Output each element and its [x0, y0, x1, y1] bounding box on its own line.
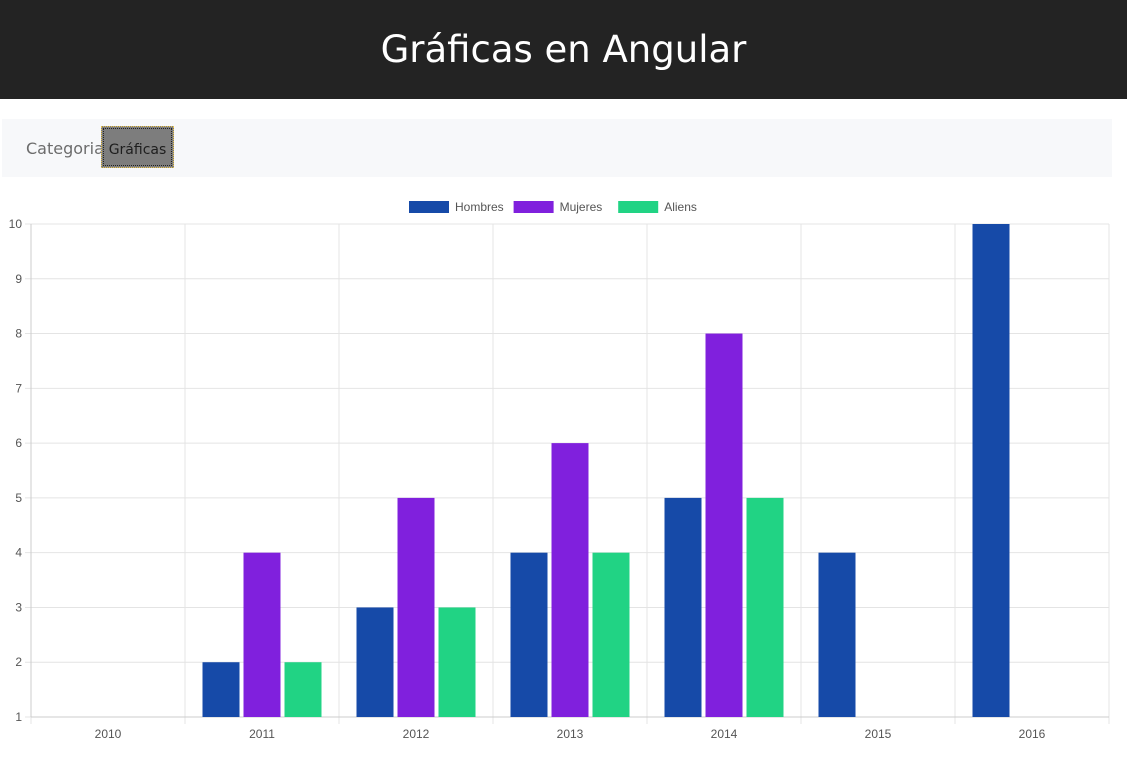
y-tick-label: 4: [15, 546, 22, 560]
bar-hombres-2012: [356, 607, 394, 717]
page-title: Gráficas en Angular: [380, 28, 747, 71]
y-tick-label: 7: [15, 381, 22, 395]
bar-chart-svg: 1 2 3 4 5 6 7 8 9 10 2010 2011 2012 2013 2014 2015 2016 H…: [9, 200, 1110, 741]
bar-hombres-2016: [972, 224, 1010, 717]
x-tick-label: 2012: [403, 727, 430, 741]
y-tick-label: 10: [9, 217, 23, 231]
legend-label-aliens: Aliens: [664, 200, 697, 214]
bar-aliens-2012: [438, 607, 476, 717]
bar-mujeres-2014: [705, 333, 743, 717]
bar-aliens-2011: [284, 662, 322, 717]
legend-swatch-aliens: [618, 201, 659, 213]
x-tick-label: 2011: [249, 727, 275, 741]
x-tick-label: 2015: [865, 727, 892, 741]
y-tick-label: 6: [15, 436, 22, 450]
bar-mujeres-2013: [551, 443, 589, 717]
y-tick-label: 9: [15, 272, 22, 286]
bar-hombres-2011: [202, 662, 240, 717]
bar-aliens-2014: [746, 497, 784, 717]
bar-aliens-2013: [592, 552, 630, 717]
bar-hombres-2014: [664, 497, 702, 717]
navbar-brand[interactable]: Categoria: [26, 139, 104, 158]
legend-swatch-hombres: [409, 201, 449, 213]
x-tick-label: 2013: [557, 727, 584, 741]
y-tick-label: 2: [15, 655, 22, 669]
y-tick-label: 3: [15, 600, 22, 614]
bar-hombres-2013: [510, 552, 548, 717]
x-tick-label: 2010: [95, 727, 122, 741]
y-tick-label: 5: [15, 491, 22, 505]
nav-item-graficas[interactable]: Gráficas: [101, 126, 174, 168]
legend-label-mujeres: Mujeres: [560, 200, 603, 214]
bar-chart: 1 2 3 4 5 6 7 8 9 10 2010 2011 2012 2013 2014 2015 2016 H…: [0, 190, 1127, 750]
legend-label-hombres: Hombres: [455, 200, 504, 214]
x-tick-label: 2014: [711, 727, 738, 741]
navbar: Categoria Gráficas: [2, 119, 1112, 177]
legend-swatch-mujeres: [513, 201, 554, 213]
x-tick-label: 2016: [1019, 727, 1046, 741]
app-header: Gráficas en Angular: [0, 0, 1127, 99]
y-tick-label: 8: [15, 327, 22, 341]
bar-mujeres-2012: [397, 497, 435, 717]
bar-mujeres-2011: [243, 552, 281, 717]
bar-hombres-2015: [818, 552, 856, 717]
y-tick-label: 1: [15, 710, 22, 724]
